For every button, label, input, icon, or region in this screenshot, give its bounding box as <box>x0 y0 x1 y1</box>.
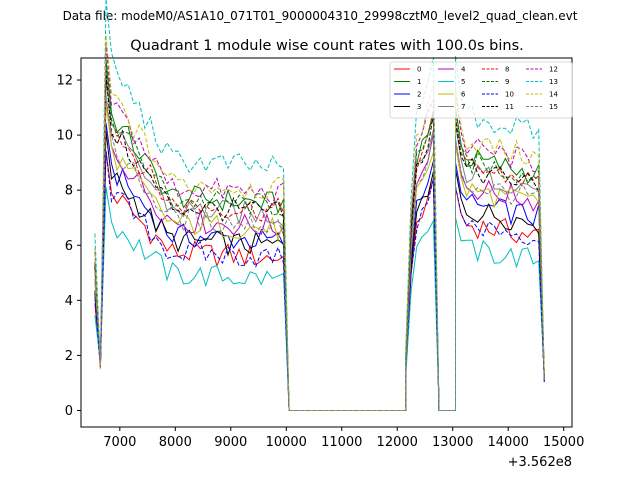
x-tick-label: 8000 <box>159 435 192 450</box>
y-tick-label: 4 <box>65 294 73 309</box>
legend-label-2: 2 <box>417 91 421 99</box>
x-tick-label: 15000 <box>543 435 584 450</box>
y-tick-label: 12 <box>56 74 73 89</box>
x-tick-label: 14000 <box>488 435 529 450</box>
plot-frame <box>80 57 573 428</box>
y-tick-label: 6 <box>65 239 73 254</box>
series-layer <box>94 0 545 411</box>
chart-title: Quadrant 1 module wise count rates with … <box>130 38 524 54</box>
y-tick-label: 2 <box>65 349 73 364</box>
legend-label-13: 13 <box>549 78 558 86</box>
series-line-7 <box>94 79 545 411</box>
series-line-8 <box>94 71 545 411</box>
x-tick-label: 7000 <box>103 435 136 450</box>
legend-label-11: 11 <box>505 103 514 111</box>
legend-box <box>389 61 573 119</box>
axes-layer: 7000 8000 9000 10000 11000 12000 13000 14000 150… <box>56 74 584 450</box>
chart-suptitle: Data file: modeM0/AS1A10_071T01_90000043… <box>63 9 578 23</box>
legend-label-0: 0 <box>417 66 421 74</box>
legend-label-12: 12 <box>549 66 558 74</box>
series-line-13 <box>94 0 545 411</box>
y-tick-label: 0 <box>65 404 73 419</box>
legend-label-1: 1 <box>417 78 421 86</box>
x-tick-label: 9000 <box>214 435 247 450</box>
x-tick-label: 10000 <box>266 435 307 450</box>
x-tick-label: 11000 <box>321 435 362 450</box>
legend-label-6: 6 <box>461 91 466 99</box>
legend-label-14: 14 <box>549 91 558 99</box>
legend-label-8: 8 <box>505 66 509 74</box>
legend-label-15: 15 <box>549 103 558 111</box>
legend-label-9: 9 <box>505 78 509 86</box>
x-tick-label: 13000 <box>432 435 473 450</box>
x-offset-label: +3.562e8 <box>508 455 572 470</box>
x-tick-label: 12000 <box>377 435 418 450</box>
series-line-4 <box>94 98 545 411</box>
legend-label-3: 3 <box>417 103 421 111</box>
legend-label-7: 7 <box>461 103 465 111</box>
y-tick-label: 8 <box>65 184 73 199</box>
y-tick-label: 10 <box>56 129 73 144</box>
legend-label-10: 10 <box>505 91 514 99</box>
legend-label-4: 4 <box>461 66 466 74</box>
legend-label-5: 5 <box>461 78 465 86</box>
series-line-15 <box>94 94 545 411</box>
